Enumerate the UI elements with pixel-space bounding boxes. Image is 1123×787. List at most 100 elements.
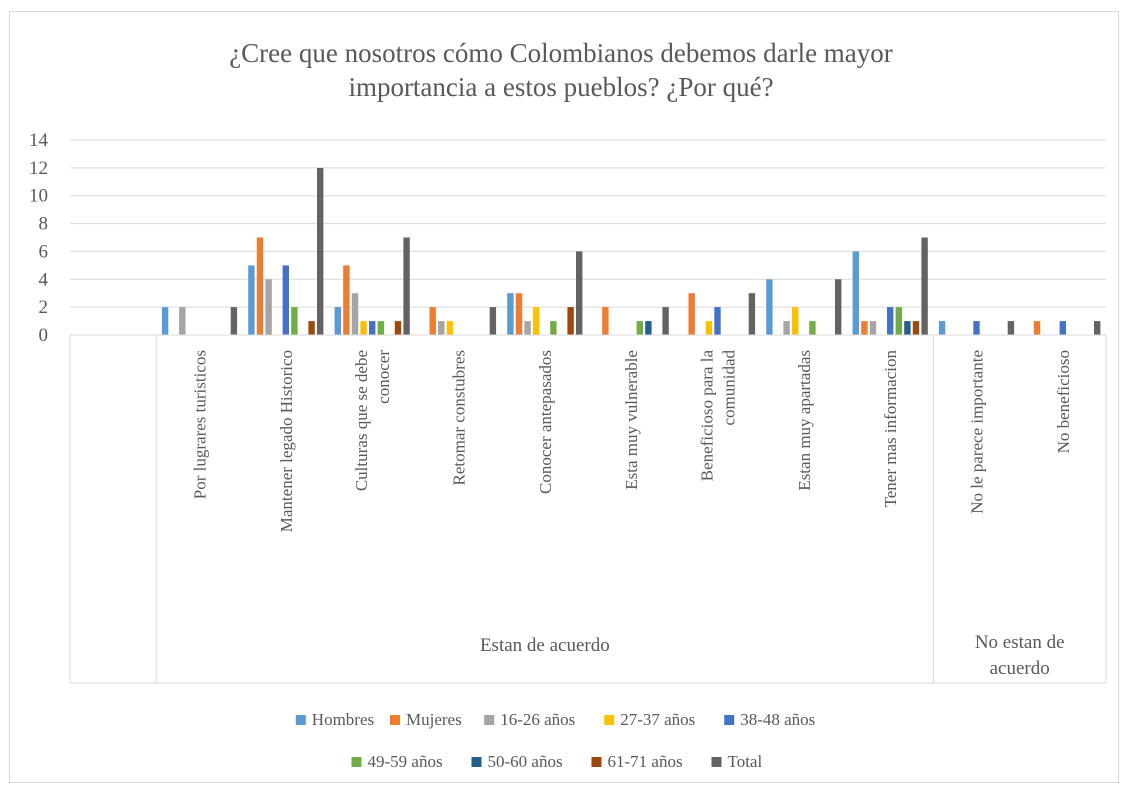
legend: Hombres Mujeres 16-26 años 27-37 años 38-48 … <box>295 710 815 771</box>
legend-item: 27-37 años <box>604 710 695 729</box>
y-tick-label: 12 <box>29 158 48 179</box>
group-label: Estan de acuerdo <box>480 635 610 656</box>
legend-item: 49-59 años <box>351 752 443 771</box>
legend-item: Mujeres <box>390 710 462 729</box>
legend-item: 50-60 años <box>471 752 563 771</box>
legend-item: 61-71 años <box>591 752 683 771</box>
gridlines <box>70 139 1106 308</box>
bar <box>662 307 669 335</box>
legend-swatch <box>390 715 400 725</box>
bar <box>1007 321 1015 335</box>
legend-swatch <box>295 715 306 725</box>
bar <box>360 321 367 335</box>
category-label-line: conocer <box>374 350 393 404</box>
bar <box>835 279 842 335</box>
bar <box>748 293 756 335</box>
bar <box>230 307 238 335</box>
category-label-line: Tener mas informacion <box>881 350 900 508</box>
bar <box>973 321 980 335</box>
legend-swatch <box>724 715 735 725</box>
bar <box>438 321 445 335</box>
bar <box>343 265 350 335</box>
bar <box>161 307 169 335</box>
bar <box>550 321 557 335</box>
legend-swatch <box>604 715 615 725</box>
category-label: Culturas que se debe conocer <box>352 350 393 491</box>
bar <box>369 321 376 335</box>
legend-label: 61-71 años <box>608 752 683 771</box>
y-tick-label: 6 <box>39 241 49 262</box>
bar <box>792 307 799 335</box>
legend-swatch <box>591 757 602 767</box>
bar <box>1033 321 1041 335</box>
bar <box>645 321 652 335</box>
category-label: Beneficioso para la comunidad <box>698 350 739 482</box>
bar <box>869 321 877 335</box>
bar <box>714 307 721 335</box>
legend-item: Total <box>711 752 763 771</box>
bars <box>161 167 1101 335</box>
legend-label: Hombres <box>312 710 374 729</box>
bar <box>938 321 946 335</box>
legend-label: 50-60 años <box>488 752 563 771</box>
category-label-line: No beneficioso <box>1054 350 1073 453</box>
category-label: Esta muy vulnerable <box>622 350 641 490</box>
category-label: No beneficioso <box>1054 350 1073 453</box>
legend-item: 38-48 años <box>724 710 815 729</box>
category-label-line: Esta muy vulnerable <box>622 350 641 490</box>
legend-swatch <box>484 715 495 725</box>
bar <box>282 265 289 335</box>
category-label-line: Por lugrares turisticos <box>191 350 210 499</box>
bar <box>809 321 816 335</box>
bar <box>429 307 436 335</box>
bar <box>248 265 255 335</box>
legend-swatch <box>471 757 482 767</box>
legend-label: Total <box>728 752 763 771</box>
bar <box>265 279 272 335</box>
bar <box>705 321 713 335</box>
legend-label: Mujeres <box>406 710 462 729</box>
bar <box>394 321 402 335</box>
bar <box>334 307 341 335</box>
bar <box>489 307 497 335</box>
category-label-line: Estan muy apartadas <box>795 350 814 491</box>
category-label-line: comunidad <box>720 350 739 426</box>
category-label-line: No le parece importante <box>968 350 987 514</box>
y-tick-label: 8 <box>39 214 49 235</box>
bar <box>515 293 523 335</box>
bar <box>317 167 324 335</box>
bar <box>524 321 531 335</box>
bar <box>256 237 264 335</box>
bar <box>921 237 928 335</box>
bar <box>895 307 902 335</box>
bar <box>887 307 894 335</box>
category-label: No le parece importante <box>968 350 987 514</box>
legend-item: Hombres <box>295 710 374 729</box>
y-tick-label: 0 <box>39 325 49 346</box>
bar <box>446 321 454 335</box>
bar <box>567 307 574 335</box>
legend-swatch <box>711 757 722 767</box>
y-tick-label: 2 <box>39 297 49 318</box>
bar <box>1059 321 1066 335</box>
y-tick-label: 10 <box>29 186 48 207</box>
legend-item: 16-26 años <box>484 710 575 729</box>
chart-title-line: importancia a estos pueblos? ¿Por qué? <box>348 72 773 102</box>
bar <box>688 293 695 335</box>
bar <box>912 321 920 335</box>
group-label: acuerdo <box>990 658 1050 679</box>
category-label: Mantener legado Historico <box>277 350 296 532</box>
category-label: Retomar constubres <box>450 350 469 486</box>
bar <box>766 279 773 335</box>
category-label: Conocer antepasados <box>536 350 555 494</box>
bar <box>1094 321 1101 335</box>
legend-swatch <box>351 757 362 767</box>
category-label-line: Retomar constubres <box>450 350 469 486</box>
bar <box>507 293 514 335</box>
category-label-line: Culturas que se debe <box>352 350 371 491</box>
legend-label: 49-59 años <box>368 752 443 771</box>
legend-label: 27-37 años <box>620 710 695 729</box>
bar <box>308 321 315 335</box>
chart-title-line: ¿Cree que nosotros cómo Colombianos debe… <box>229 38 893 68</box>
